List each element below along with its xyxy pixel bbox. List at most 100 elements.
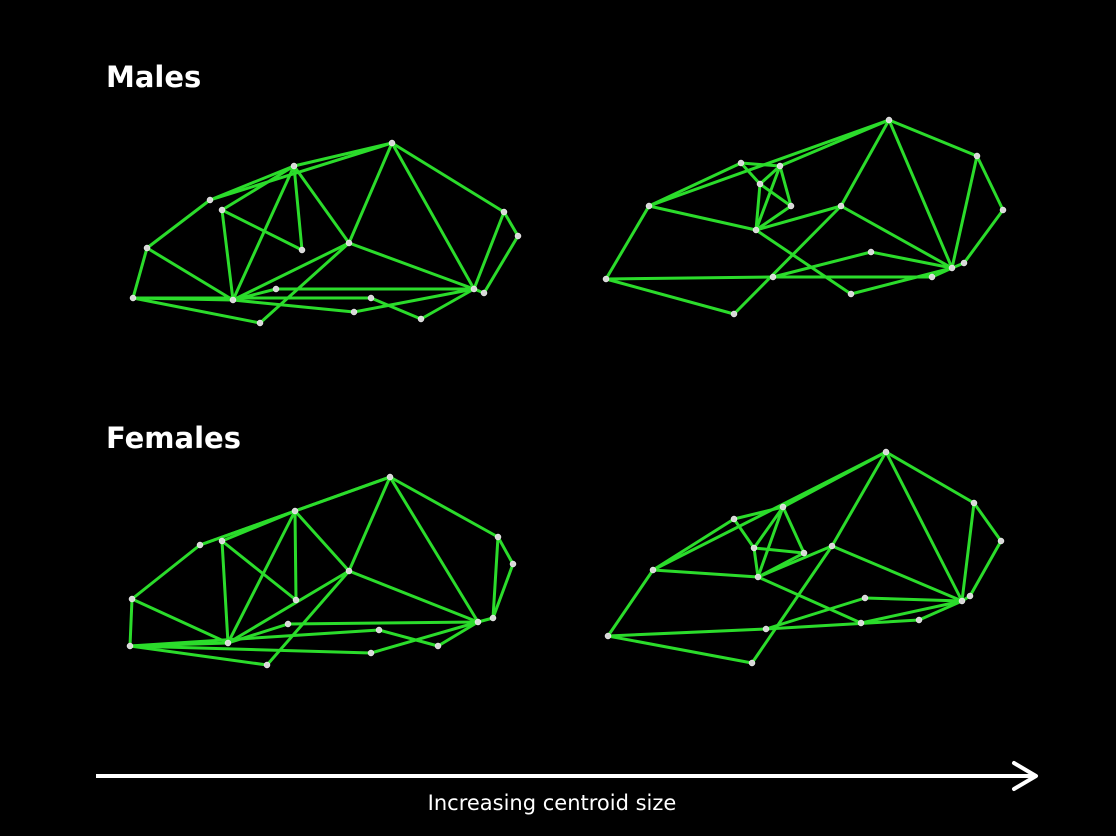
wireframe-edge bbox=[130, 543, 202, 601]
landmark-point bbox=[229, 296, 237, 304]
landmark-point bbox=[128, 595, 136, 603]
wireframe-edge bbox=[131, 296, 262, 325]
landmark-point bbox=[847, 290, 855, 298]
landmark-point bbox=[298, 246, 306, 254]
landmark-point bbox=[386, 473, 394, 481]
wireframe-edge bbox=[231, 164, 296, 302]
landmark-point bbox=[999, 206, 1007, 214]
landmark-point bbox=[602, 275, 610, 283]
landmark-point bbox=[206, 196, 214, 204]
landmark-point bbox=[284, 620, 292, 628]
wireframe-edge bbox=[887, 118, 979, 158]
landmark-point bbox=[882, 448, 890, 456]
landmark-point bbox=[750, 544, 758, 552]
landmark-point bbox=[129, 294, 137, 302]
wireframe-edge bbox=[130, 597, 230, 645]
landmark-point bbox=[604, 632, 612, 640]
wireframe-edge bbox=[778, 164, 793, 208]
landmark-point bbox=[737, 159, 745, 167]
wireframe-edge bbox=[972, 501, 1003, 543]
wireframe-edge bbox=[752, 505, 785, 550]
wireframe-edge bbox=[752, 546, 806, 555]
landmark-point bbox=[837, 202, 845, 210]
wireframe-edge bbox=[968, 539, 1003, 598]
landmark-point bbox=[375, 626, 383, 634]
wireframe-edge bbox=[419, 287, 476, 321]
wireframe-edge bbox=[739, 161, 762, 186]
wireframe-edge bbox=[231, 241, 351, 302]
wireframe-edge bbox=[756, 505, 785, 579]
landmark-point bbox=[915, 616, 923, 624]
landmark-point bbox=[748, 659, 756, 667]
wireframe-edge bbox=[839, 204, 954, 270]
wireframe-edge bbox=[347, 569, 480, 624]
wireframe-edge bbox=[128, 644, 373, 655]
wireframe-edge bbox=[226, 509, 297, 645]
wireframe-edge bbox=[975, 154, 1005, 212]
landmark-point bbox=[345, 567, 353, 575]
wireframe-edge bbox=[651, 568, 760, 579]
wireframe-edge bbox=[764, 618, 921, 631]
landmark-point bbox=[787, 202, 795, 210]
wireframe-edge bbox=[756, 551, 806, 579]
landmark-point bbox=[754, 573, 762, 581]
wireframe-edge bbox=[220, 164, 296, 212]
wireframe-edge bbox=[390, 141, 476, 291]
wireframe-edge bbox=[651, 450, 888, 572]
wireframe-edge bbox=[859, 599, 964, 625]
landmark-point bbox=[272, 285, 280, 293]
wireframe-edge bbox=[145, 198, 212, 250]
wireframe-edge bbox=[496, 535, 515, 566]
landmark-point bbox=[828, 542, 836, 550]
wireframe-edge bbox=[472, 210, 506, 291]
wireframe-edge bbox=[226, 569, 351, 645]
landmark-point bbox=[196, 541, 204, 549]
landmark-point bbox=[857, 619, 865, 627]
wireframe-edge bbox=[606, 627, 768, 638]
wireframe-edge bbox=[604, 204, 651, 281]
landmark-point bbox=[292, 596, 300, 604]
wireframe-edge bbox=[830, 544, 964, 603]
female-large-wireframe bbox=[604, 448, 1005, 667]
landmark-point bbox=[345, 239, 353, 247]
wireframe-edge bbox=[369, 620, 480, 655]
landmark-point bbox=[126, 642, 134, 650]
landmark-point bbox=[973, 152, 981, 160]
landmark-point bbox=[494, 533, 502, 541]
wireframe-edge bbox=[482, 234, 520, 295]
wireframe-edge bbox=[388, 475, 500, 539]
wireframe-edge bbox=[491, 535, 500, 620]
landmark-point bbox=[752, 226, 760, 234]
landmark-point bbox=[970, 499, 978, 507]
wireframe-edge bbox=[220, 208, 304, 252]
wireframe-edge bbox=[917, 599, 964, 622]
landmark-point bbox=[480, 289, 488, 297]
landmark-point bbox=[997, 537, 1005, 545]
landmark-point bbox=[417, 315, 425, 323]
landmark-point bbox=[509, 560, 517, 568]
arrow-label: Increasing centroid size bbox=[428, 791, 677, 815]
wireframe-edge bbox=[962, 208, 1005, 265]
wireframe-edge bbox=[887, 118, 954, 270]
wireframe-edge bbox=[764, 596, 867, 631]
wireframe-edge bbox=[231, 298, 356, 314]
landmark-point bbox=[928, 273, 936, 281]
wireframe-edge bbox=[754, 228, 853, 296]
wireframe-edge bbox=[220, 208, 235, 302]
wireframe-edge bbox=[128, 628, 381, 648]
landmark-point bbox=[218, 206, 226, 214]
male-small-wireframe bbox=[129, 139, 522, 327]
landmark-point bbox=[730, 515, 738, 523]
wireframe-edge bbox=[369, 296, 423, 321]
wireframe-edge bbox=[756, 575, 863, 625]
wireframe-edge bbox=[604, 277, 736, 316]
wireframe-edge bbox=[388, 475, 480, 624]
centroid-size-arrow bbox=[96, 761, 1038, 791]
landmark-point bbox=[958, 597, 966, 605]
wireframe-edge bbox=[128, 597, 134, 648]
landmark-point bbox=[776, 162, 784, 170]
wireframe-edge bbox=[347, 475, 392, 573]
landmark-point bbox=[470, 285, 478, 293]
